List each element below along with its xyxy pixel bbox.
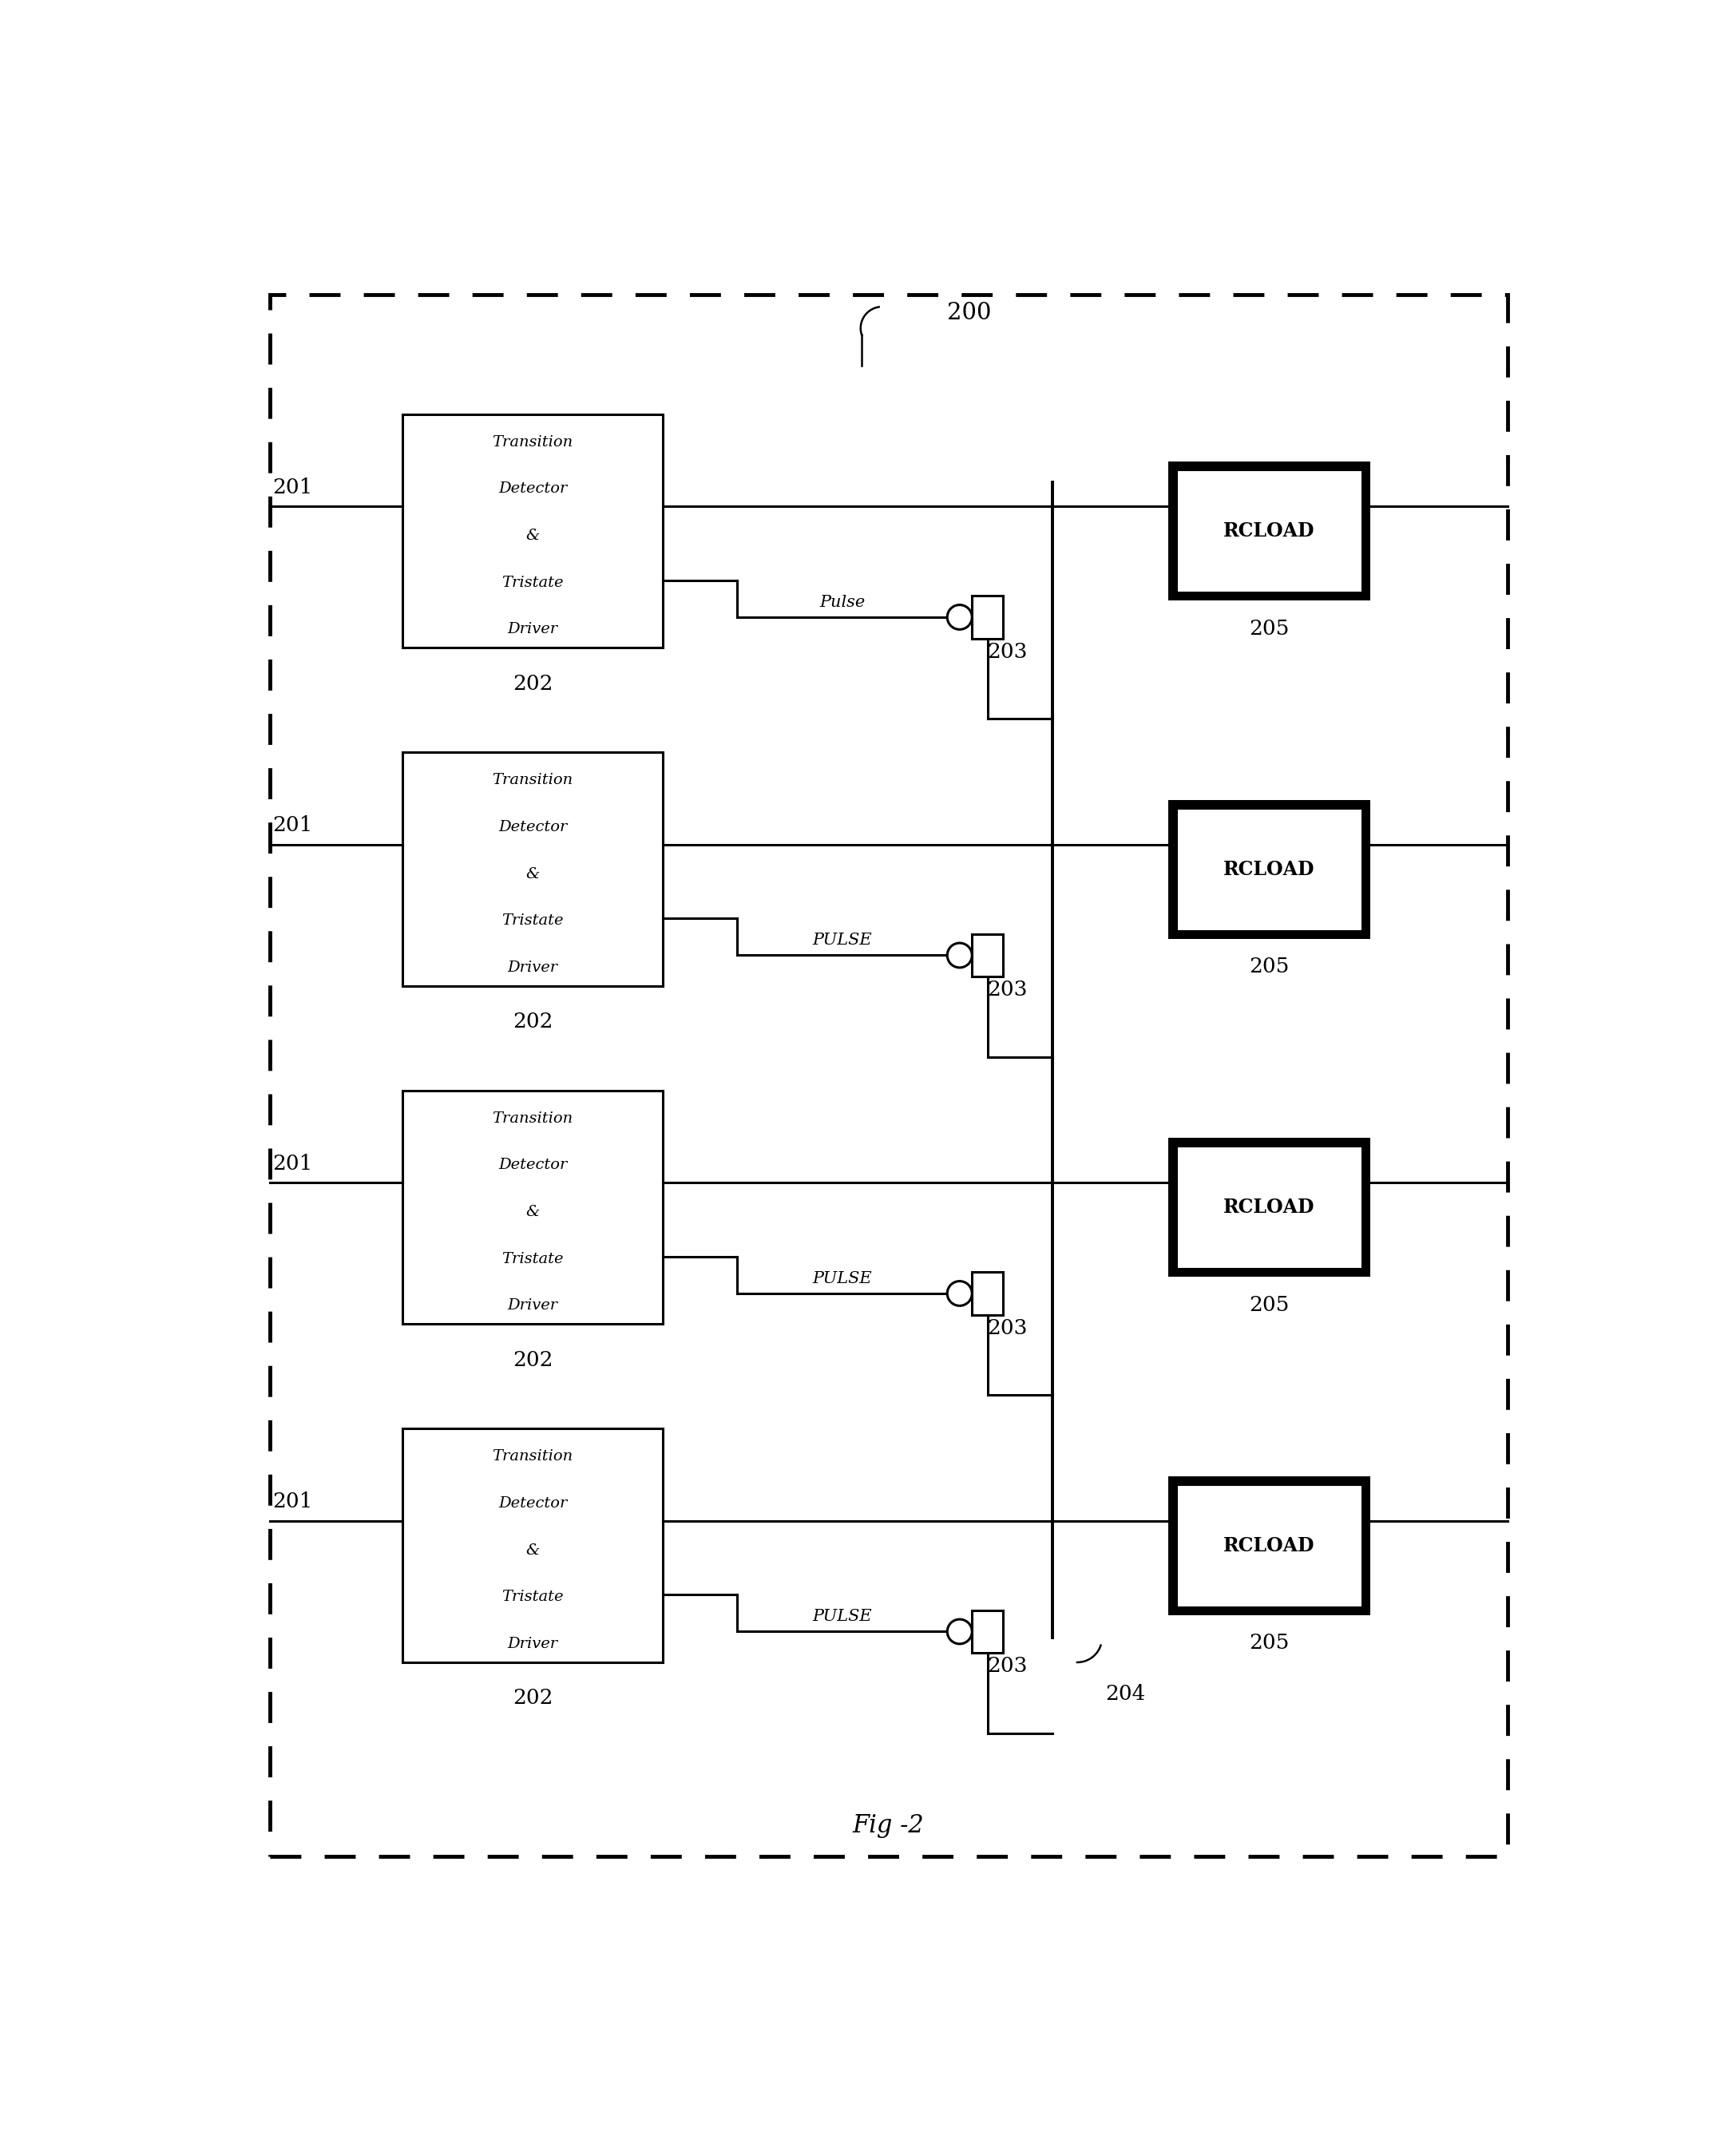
Text: &: &: [526, 529, 540, 542]
Text: 200: 200: [948, 301, 991, 325]
Text: PULSE: PULSE: [812, 1609, 871, 1624]
Bar: [1168, 800, 1370, 938]
Text: &: &: [526, 867, 540, 882]
Text: RCLOAD: RCLOAD: [1224, 521, 1314, 540]
Text: 201: 201: [273, 1153, 312, 1174]
Text: 201: 201: [273, 478, 312, 497]
Text: 205: 205: [1248, 617, 1290, 639]
Circle shape: [948, 1282, 972, 1306]
Text: &: &: [526, 1205, 540, 1220]
Text: Detector: Detector: [498, 1157, 568, 1172]
Circle shape: [948, 1620, 972, 1643]
Bar: [403, 1428, 663, 1663]
Text: Driver: Driver: [507, 622, 557, 637]
Bar: [403, 753, 663, 985]
Text: Fig -2: Fig -2: [852, 1813, 924, 1837]
Text: Transition: Transition: [493, 435, 573, 450]
Text: 205: 205: [1248, 1295, 1290, 1314]
Bar: [403, 1091, 663, 1325]
Text: Tristate: Tristate: [502, 1590, 564, 1605]
Circle shape: [948, 942, 972, 968]
Text: Transition: Transition: [493, 1450, 573, 1465]
Text: 202: 202: [512, 1689, 552, 1708]
Bar: [1177, 1146, 1361, 1269]
Text: RCLOAD: RCLOAD: [1224, 1536, 1314, 1555]
Bar: [1168, 1138, 1370, 1278]
Text: 202: 202: [512, 1011, 552, 1032]
Text: Transition: Transition: [493, 1112, 573, 1125]
Text: 201: 201: [273, 815, 312, 835]
Text: Driver: Driver: [507, 959, 557, 974]
Text: 205: 205: [1248, 1633, 1290, 1652]
Bar: [972, 934, 1003, 977]
Text: RCLOAD: RCLOAD: [1224, 1198, 1314, 1217]
Text: 202: 202: [512, 1351, 552, 1370]
Text: 205: 205: [1248, 957, 1290, 977]
Bar: [972, 1271, 1003, 1314]
Text: &: &: [526, 1542, 540, 1557]
Bar: [403, 415, 663, 647]
Text: Tristate: Tristate: [502, 914, 564, 927]
Text: Driver: Driver: [507, 1637, 557, 1650]
Text: Detector: Detector: [498, 820, 568, 835]
Bar: [1168, 462, 1370, 600]
Text: PULSE: PULSE: [812, 1271, 871, 1286]
Text: 203: 203: [988, 641, 1028, 663]
Text: Pulse: Pulse: [819, 594, 865, 609]
Text: 203: 203: [988, 1656, 1028, 1676]
Text: 203: 203: [988, 1319, 1028, 1338]
Text: PULSE: PULSE: [812, 934, 871, 949]
Text: 203: 203: [988, 981, 1028, 1000]
Bar: [1177, 1484, 1361, 1607]
Text: Driver: Driver: [507, 1299, 557, 1312]
Text: 202: 202: [512, 673, 552, 693]
Circle shape: [948, 604, 972, 630]
Text: 201: 201: [273, 1493, 312, 1512]
Bar: [1177, 809, 1361, 931]
Text: Tristate: Tristate: [502, 1252, 564, 1267]
Bar: [1177, 469, 1361, 592]
Text: Detector: Detector: [498, 1497, 568, 1510]
Bar: [1168, 1476, 1370, 1615]
Bar: [972, 596, 1003, 639]
Text: Detector: Detector: [498, 482, 568, 497]
Bar: [972, 1611, 1003, 1654]
Text: RCLOAD: RCLOAD: [1224, 860, 1314, 880]
Text: Transition: Transition: [493, 772, 573, 787]
Text: Tristate: Tristate: [502, 574, 564, 589]
Text: 204: 204: [1106, 1684, 1146, 1704]
